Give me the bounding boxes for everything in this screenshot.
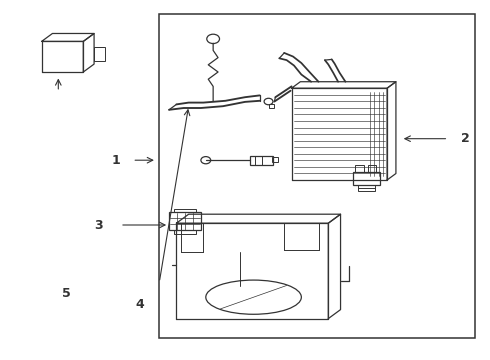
Bar bbox=[159, 14, 475, 338]
Bar bbox=[174, 209, 196, 212]
Text: 1: 1 bbox=[111, 154, 120, 167]
Bar bbox=[94, 47, 105, 61]
Bar bbox=[250, 156, 273, 165]
Bar bbox=[368, 165, 376, 172]
Bar bbox=[269, 104, 274, 108]
Text: 4: 4 bbox=[135, 298, 144, 311]
Bar bbox=[355, 165, 364, 172]
Text: 2: 2 bbox=[461, 132, 469, 145]
Bar bbox=[358, 185, 375, 191]
Text: 3: 3 bbox=[94, 219, 103, 231]
Bar bbox=[353, 172, 380, 185]
Text: 5: 5 bbox=[62, 287, 71, 300]
Bar bbox=[169, 212, 201, 230]
Bar bbox=[272, 157, 278, 162]
Bar bbox=[174, 230, 196, 234]
